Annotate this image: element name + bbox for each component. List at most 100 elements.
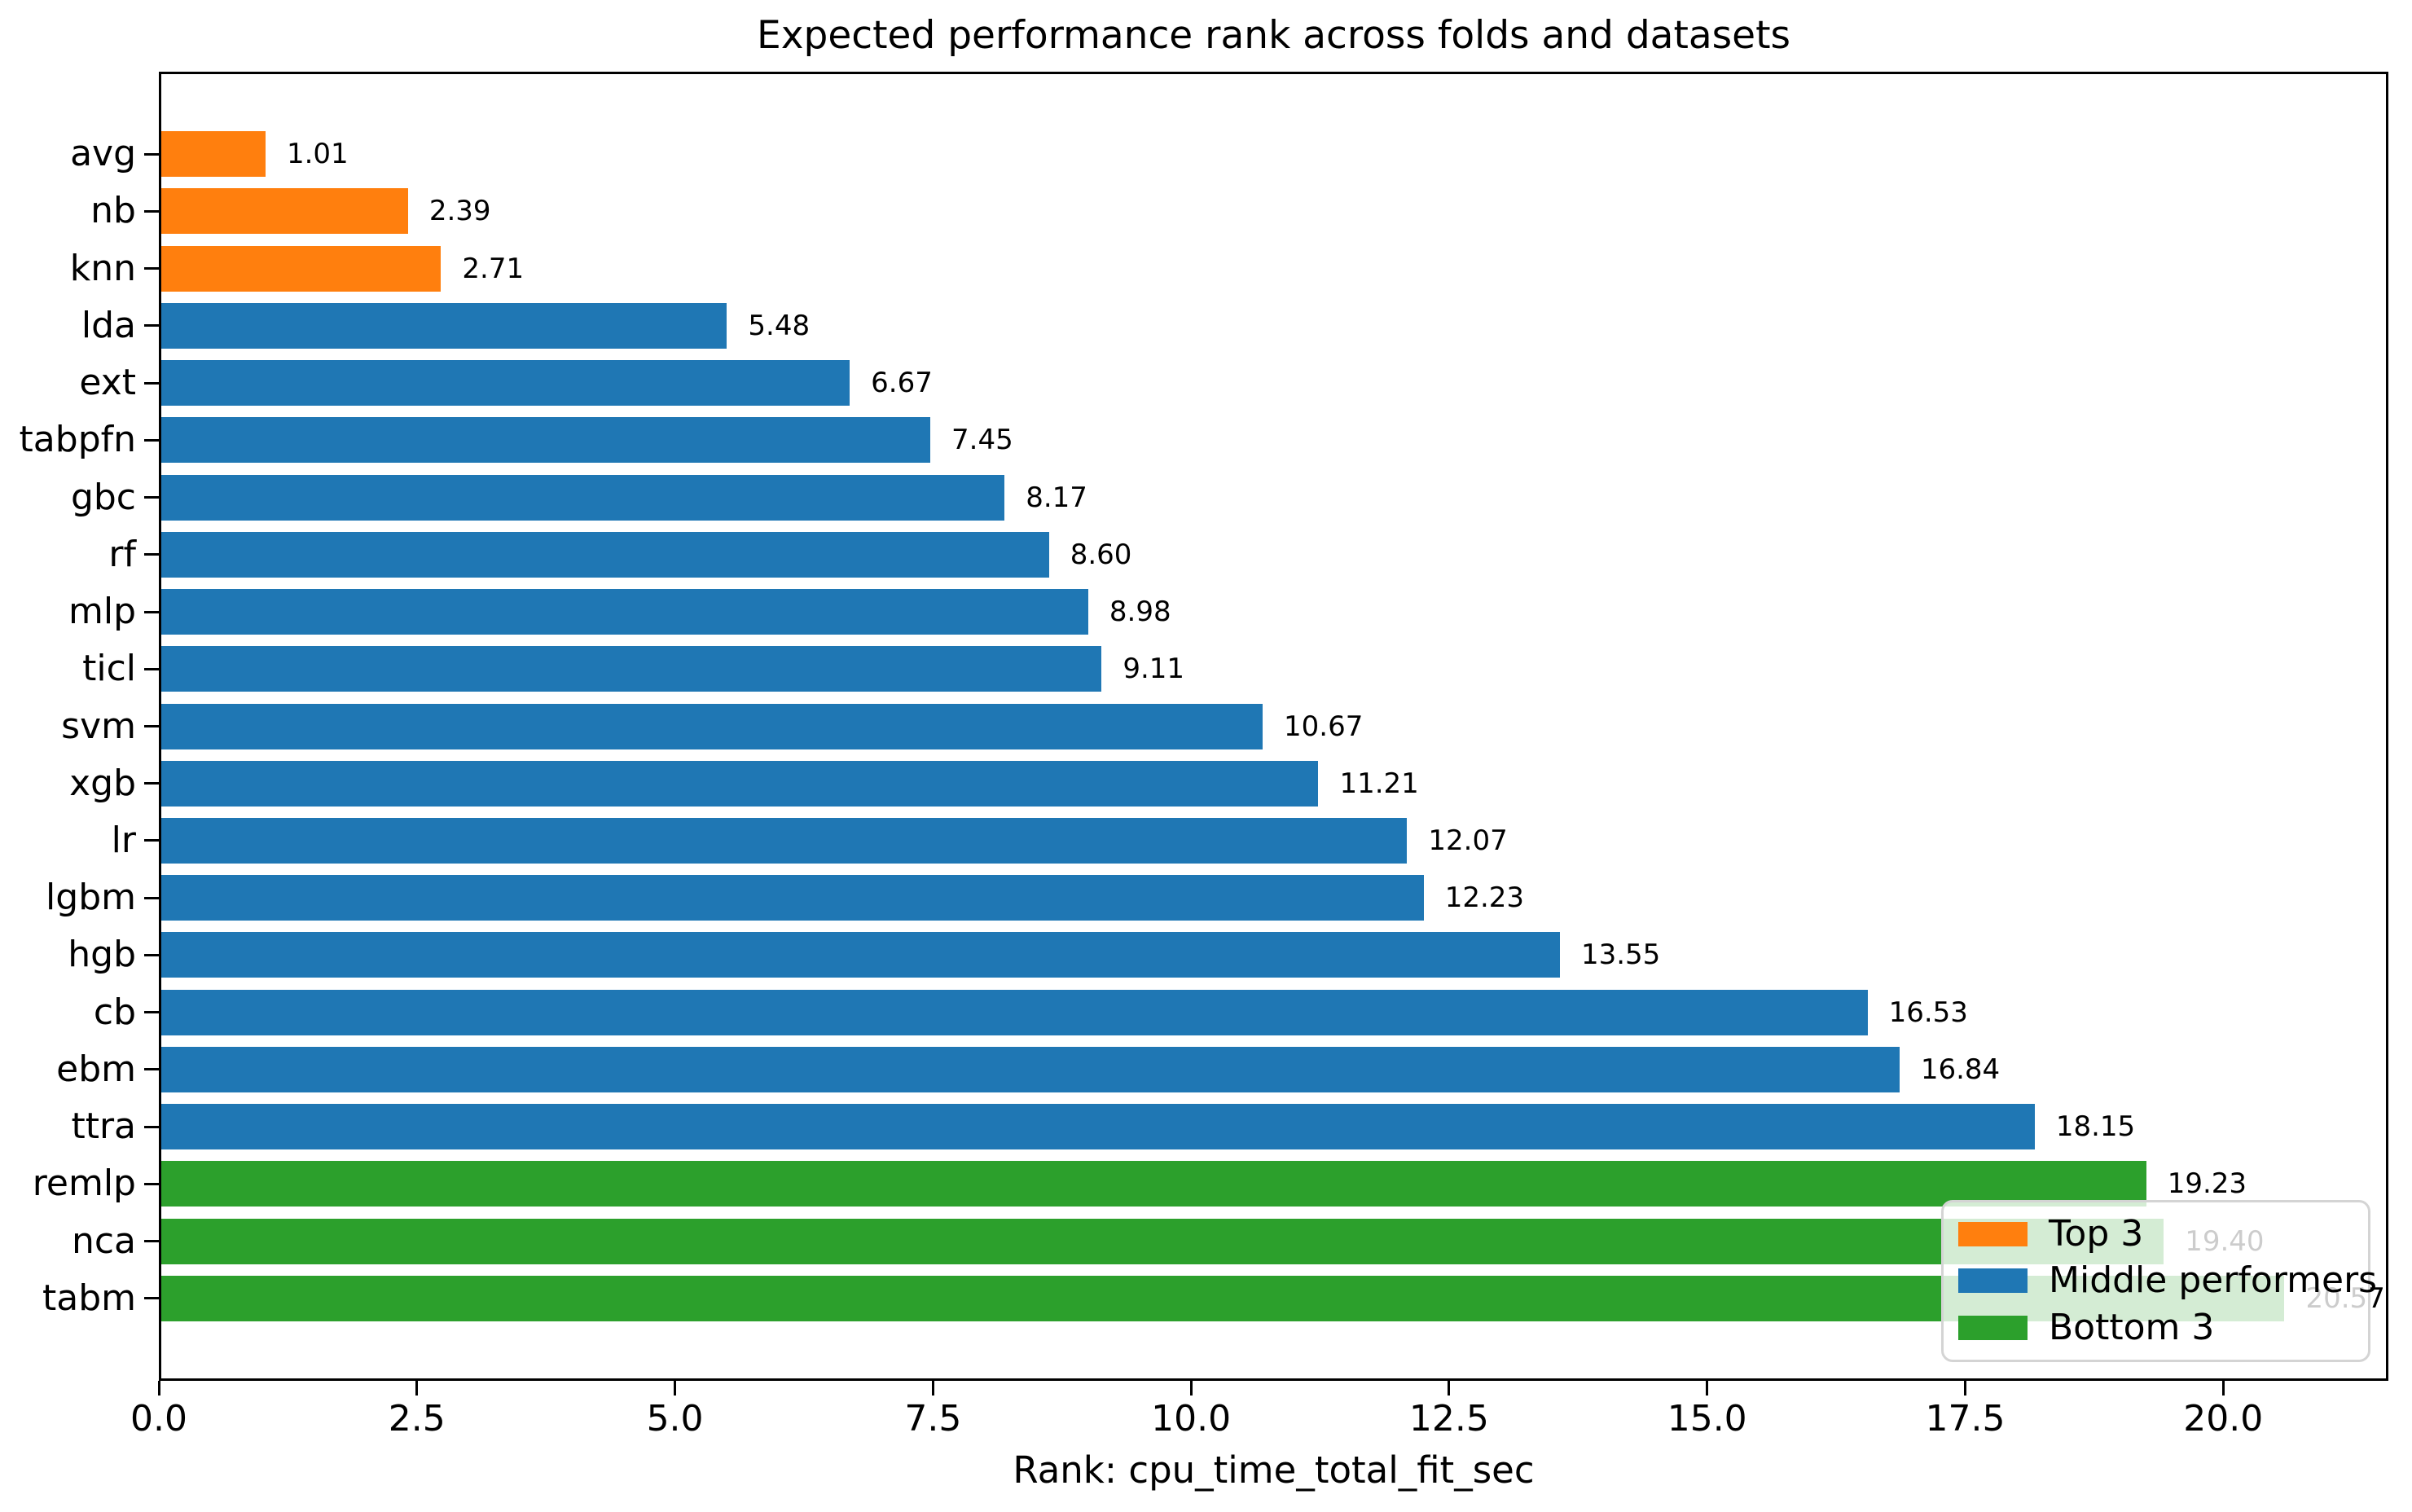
ytick-mark-lr	[144, 839, 159, 842]
value-label-tabpfn: 7.45	[951, 424, 1013, 457]
legend-entry-middle-performers: Middle performers	[1958, 1261, 2377, 1300]
xtick-label-10.0: 10.0	[1151, 1398, 1232, 1439]
ytick-mark-mlp	[144, 610, 159, 613]
xtick-mark-15.0	[1706, 1381, 1709, 1396]
bar-ticl	[161, 646, 1102, 692]
legend-swatch-middle-performers	[1958, 1268, 2028, 1294]
value-label-avg: 1.01	[286, 138, 349, 171]
ytick-label-nca: nca	[71, 1220, 136, 1262]
ytick-label-ebm: ebm	[56, 1048, 136, 1090]
ytick-mark-svm	[144, 725, 159, 727]
xtick-mark-12.5	[1448, 1381, 1451, 1396]
xtick-mark-0.0	[157, 1381, 160, 1396]
xtick-label-20.0: 20.0	[2183, 1398, 2264, 1439]
ytick-label-ticl: ticl	[82, 648, 136, 690]
value-label-ext: 6.67	[871, 367, 933, 400]
bar-knn	[161, 245, 442, 292]
ytick-mark-ebm	[144, 1068, 159, 1071]
bar-ttra	[161, 1104, 2035, 1150]
ytick-mark-hgb	[144, 953, 159, 956]
value-label-ttra: 18.15	[2055, 1110, 2136, 1144]
xtick-mark-10.0	[1189, 1381, 1193, 1396]
value-label-lda: 5.48	[748, 309, 811, 342]
legend-swatch-top-3	[1958, 1221, 2028, 1246]
bar-cb	[161, 989, 1868, 1035]
value-label-svm: 10.67	[1284, 710, 1364, 743]
ytick-mark-nca	[144, 1240, 159, 1243]
legend-label-top-3: Top 3	[2049, 1212, 2144, 1255]
ytick-label-lda: lda	[81, 304, 136, 346]
x-axis-label: Rank: cpu_time_total_fit_sec	[1013, 1448, 1535, 1492]
ytick-label-ttra: ttra	[71, 1105, 136, 1148]
ytick-mark-remlp	[144, 1182, 159, 1185]
xtick-label-15.0: 15.0	[1667, 1398, 1747, 1439]
value-label-cb: 16.53	[1888, 996, 1968, 1029]
ytick-label-cb: cb	[93, 991, 136, 1033]
value-label-hgb: 13.55	[1580, 938, 1661, 972]
xtick-label-7.5: 7.5	[904, 1398, 962, 1439]
ytick-label-rf: rf	[108, 533, 136, 575]
ytick-label-tabpfn: tabpfn	[19, 419, 136, 461]
bar-tabm	[161, 1275, 2285, 1321]
ytick-label-xgb: xgb	[69, 762, 136, 804]
bar-xgb	[161, 760, 1319, 807]
xtick-label-5.0: 5.0	[646, 1398, 704, 1439]
bar-lda	[161, 302, 727, 349]
xtick-mark-7.5	[931, 1381, 934, 1396]
ytick-mark-xgb	[144, 782, 159, 785]
ytick-mark-ext	[144, 381, 159, 385]
value-label-knn: 2.71	[462, 252, 525, 285]
chart-title: Expected performance rank across folds a…	[757, 13, 1790, 58]
ytick-label-remlp: remlp	[32, 1163, 136, 1205]
ytick-mark-gbc	[144, 496, 159, 499]
xtick-label-12.5: 12.5	[1408, 1398, 1489, 1439]
ytick-label-tabm: tabm	[42, 1277, 136, 1319]
bar-rf	[161, 531, 1049, 578]
xtick-label-0.0: 0.0	[130, 1398, 187, 1439]
value-label-nb: 2.39	[428, 195, 491, 228]
value-label-mlp: 8.98	[1109, 596, 1171, 629]
ytick-label-lr: lr	[111, 819, 136, 861]
bar-ext	[161, 360, 850, 407]
bar-nb	[161, 188, 408, 235]
value-label-lgbm: 12.23	[1444, 881, 1525, 915]
bar-lr	[161, 817, 1408, 864]
value-label-lr: 12.07	[1428, 824, 1508, 857]
bar-svm	[161, 703, 1263, 749]
xtick-label-17.5: 17.5	[1925, 1398, 2006, 1439]
bar-mlp	[161, 589, 1088, 635]
legend: Top 3 Middle performers Bottom 3	[1941, 1200, 2377, 1362]
bar-lgbm	[161, 875, 1424, 921]
value-label-ticl: 9.11	[1123, 653, 1185, 686]
bar-avg	[161, 131, 266, 178]
legend-entry-top-3: Top 3	[1958, 1212, 2353, 1255]
bar-gbc	[161, 474, 1005, 521]
ytick-mark-ttra	[144, 1125, 159, 1128]
bar-hgb	[161, 932, 1560, 978]
ytick-mark-cb	[144, 1011, 159, 1014]
xtick-label-2.5: 2.5	[388, 1398, 446, 1439]
xtick-mark-5.0	[674, 1381, 677, 1396]
ytick-mark-rf	[144, 553, 159, 556]
bar-ebm	[161, 1046, 1900, 1092]
ytick-label-lgbm: lgbm	[46, 877, 136, 919]
value-label-gbc: 8.17	[1026, 481, 1087, 514]
ytick-mark-tabpfn	[144, 438, 159, 442]
xtick-mark-17.5	[1963, 1381, 1966, 1396]
ytick-mark-ticl	[144, 667, 159, 670]
legend-entry-bottom-3: Bottom 3	[1958, 1308, 2353, 1347]
ytick-mark-lgbm	[144, 896, 159, 899]
legend-swatch-bottom-3	[1958, 1316, 2028, 1341]
ytick-mark-lda	[144, 324, 159, 327]
ytick-label-svm: svm	[61, 705, 136, 747]
ytick-label-knn: knn	[69, 247, 136, 289]
bar-nca	[161, 1218, 2164, 1264]
bar-tabpfn	[161, 417, 930, 464]
ytick-label-hgb: hgb	[68, 934, 136, 976]
ytick-mark-avg	[144, 152, 159, 156]
ytick-label-ext: ext	[79, 362, 136, 404]
value-label-rf: 8.60	[1070, 538, 1132, 571]
xtick-mark-20.0	[2221, 1381, 2225, 1396]
ytick-mark-knn	[144, 267, 159, 270]
